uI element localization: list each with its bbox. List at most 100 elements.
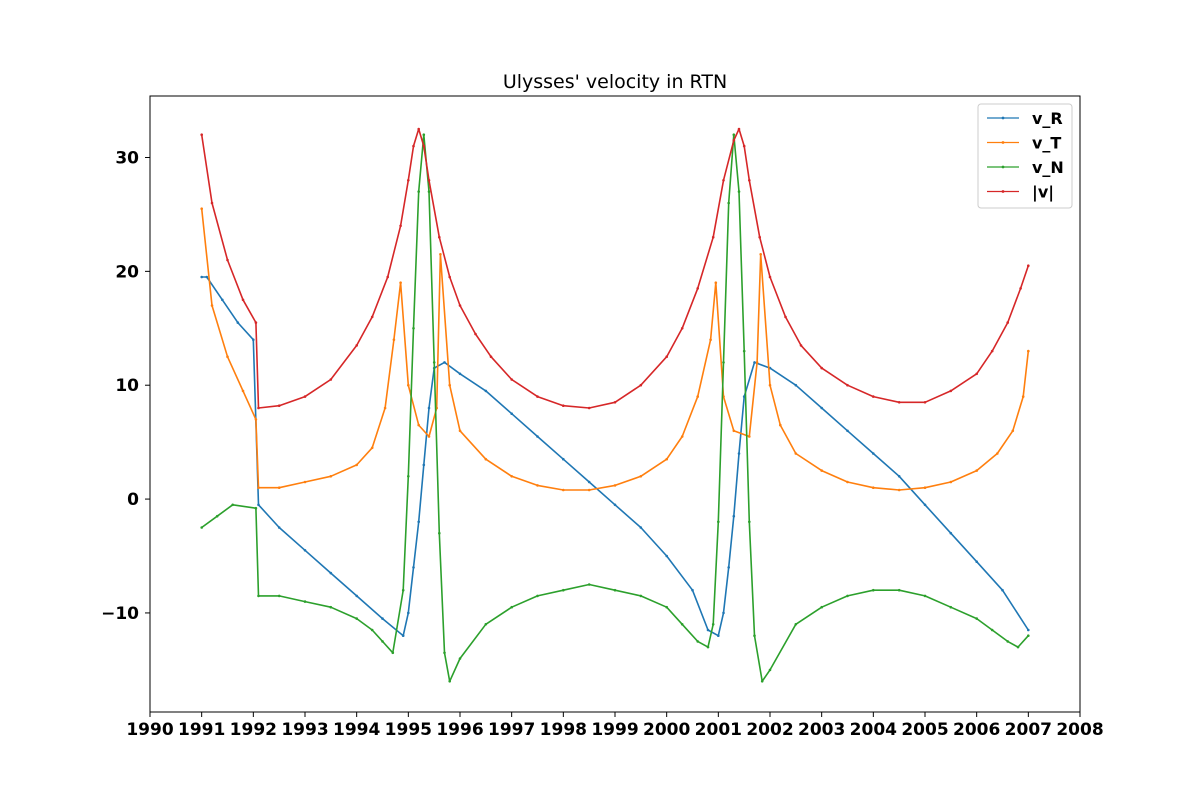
x-tick-label: 2002 (746, 720, 793, 740)
data-point-v (1006, 321, 1009, 324)
data-point-vn (422, 133, 426, 136)
data-point-vt (1011, 429, 1015, 433)
data-point-vt (303, 480, 307, 484)
chart-title: Ulysses' velocity in RTN (503, 71, 727, 93)
data-point-vn (391, 651, 395, 655)
data-point-vn (303, 600, 307, 603)
data-point-vr (1027, 628, 1030, 632)
data-point-v (474, 332, 477, 336)
data-point-vt (407, 383, 410, 387)
data-point-vr (562, 457, 565, 461)
data-point-vn (737, 190, 741, 193)
data-point-vn (748, 520, 751, 524)
data-point-vr (613, 503, 617, 507)
data-point-v (355, 344, 359, 347)
data-point-vt (714, 281, 718, 285)
data-point-vr (303, 549, 307, 552)
data-point-v (711, 235, 715, 239)
data-point-v (536, 395, 539, 398)
data-point-vt (639, 475, 643, 478)
data-point-v (1027, 264, 1030, 268)
legend-label-vn: v_N (1032, 158, 1064, 177)
data-point-vn (329, 605, 333, 609)
data-point-vt (665, 457, 668, 461)
data-point-vr (427, 406, 431, 410)
data-point-vr (1001, 588, 1004, 592)
data-point-vn (1006, 640, 1009, 643)
data-point-vn (231, 503, 234, 507)
legend-label-vt: v_T (1032, 134, 1061, 153)
data-point-v (722, 179, 725, 182)
x-tick-label: 1998 (540, 720, 587, 740)
data-point-v (897, 401, 901, 404)
data-point-vt (779, 423, 782, 427)
data-point-vt (1021, 395, 1025, 398)
y-tick-label: −10 (101, 604, 139, 624)
data-point-vn (443, 651, 446, 655)
data-point-vt (277, 486, 281, 490)
x-tick-label: 1993 (281, 720, 328, 740)
data-point-vn (760, 680, 764, 683)
data-point-vn (613, 588, 617, 592)
data-point-v (665, 355, 668, 359)
data-point-vr (717, 634, 720, 637)
data-point-v (923, 401, 927, 404)
y-tick-label: 10 (115, 376, 139, 396)
data-point-vt (732, 429, 736, 433)
data-point-vt (613, 484, 617, 487)
data-point-vr (510, 412, 513, 416)
data-point-vt (439, 253, 442, 256)
data-point-vt (755, 361, 759, 364)
data-point-vt (975, 469, 978, 472)
data-point-vn (742, 349, 746, 353)
data-point-v (407, 179, 410, 182)
data-point-vr (727, 566, 730, 569)
data-point-v (732, 139, 736, 142)
x-tick-label: 1991 (178, 720, 225, 740)
x-tick-label: 2003 (798, 720, 845, 740)
data-point-vr (484, 389, 488, 393)
data-point-v (748, 179, 751, 182)
x-tick-label: 1995 (385, 720, 432, 740)
data-point-vn (215, 514, 219, 518)
data-point-vn (257, 594, 260, 598)
data-point-vr (329, 571, 333, 575)
x-tick-label: 2004 (850, 720, 897, 740)
data-point-vn (768, 668, 772, 672)
data-point-vr (381, 617, 384, 620)
data-point-vn (711, 623, 715, 626)
data-point-vn (732, 133, 736, 136)
data-point-vr (200, 275, 203, 279)
data-point-vt (846, 480, 849, 484)
data-point-vt (200, 207, 203, 210)
data-point-vt (417, 423, 421, 427)
data-point-vt (448, 383, 452, 387)
data-point-vr (665, 554, 668, 558)
data-point-v (799, 344, 803, 347)
data-point-v (768, 275, 772, 279)
data-point-v (975, 372, 978, 376)
data-point-vt (897, 488, 901, 492)
data-point-vn (562, 588, 565, 592)
data-point-vr (706, 628, 710, 632)
data-point-vr (691, 588, 694, 592)
data-point-vn (975, 617, 978, 620)
data-point-v (422, 144, 426, 148)
data-point-vt (562, 488, 565, 492)
data-point-vt (383, 406, 387, 410)
data-point-vr (536, 435, 539, 438)
data-point-v (399, 224, 402, 228)
x-tick-label: 1997 (488, 720, 535, 740)
data-point-v (680, 327, 684, 330)
data-point-v (241, 298, 245, 302)
data-point-v (990, 349, 994, 353)
data-point-vr (753, 361, 756, 364)
data-point-vt (748, 435, 751, 438)
data-point-v (226, 258, 229, 262)
data-point-vr (872, 452, 875, 455)
x-tick-label: 2008 (1056, 720, 1103, 740)
data-point-vr (443, 361, 446, 364)
data-point-v (737, 127, 741, 131)
data-point-vn (639, 594, 643, 598)
